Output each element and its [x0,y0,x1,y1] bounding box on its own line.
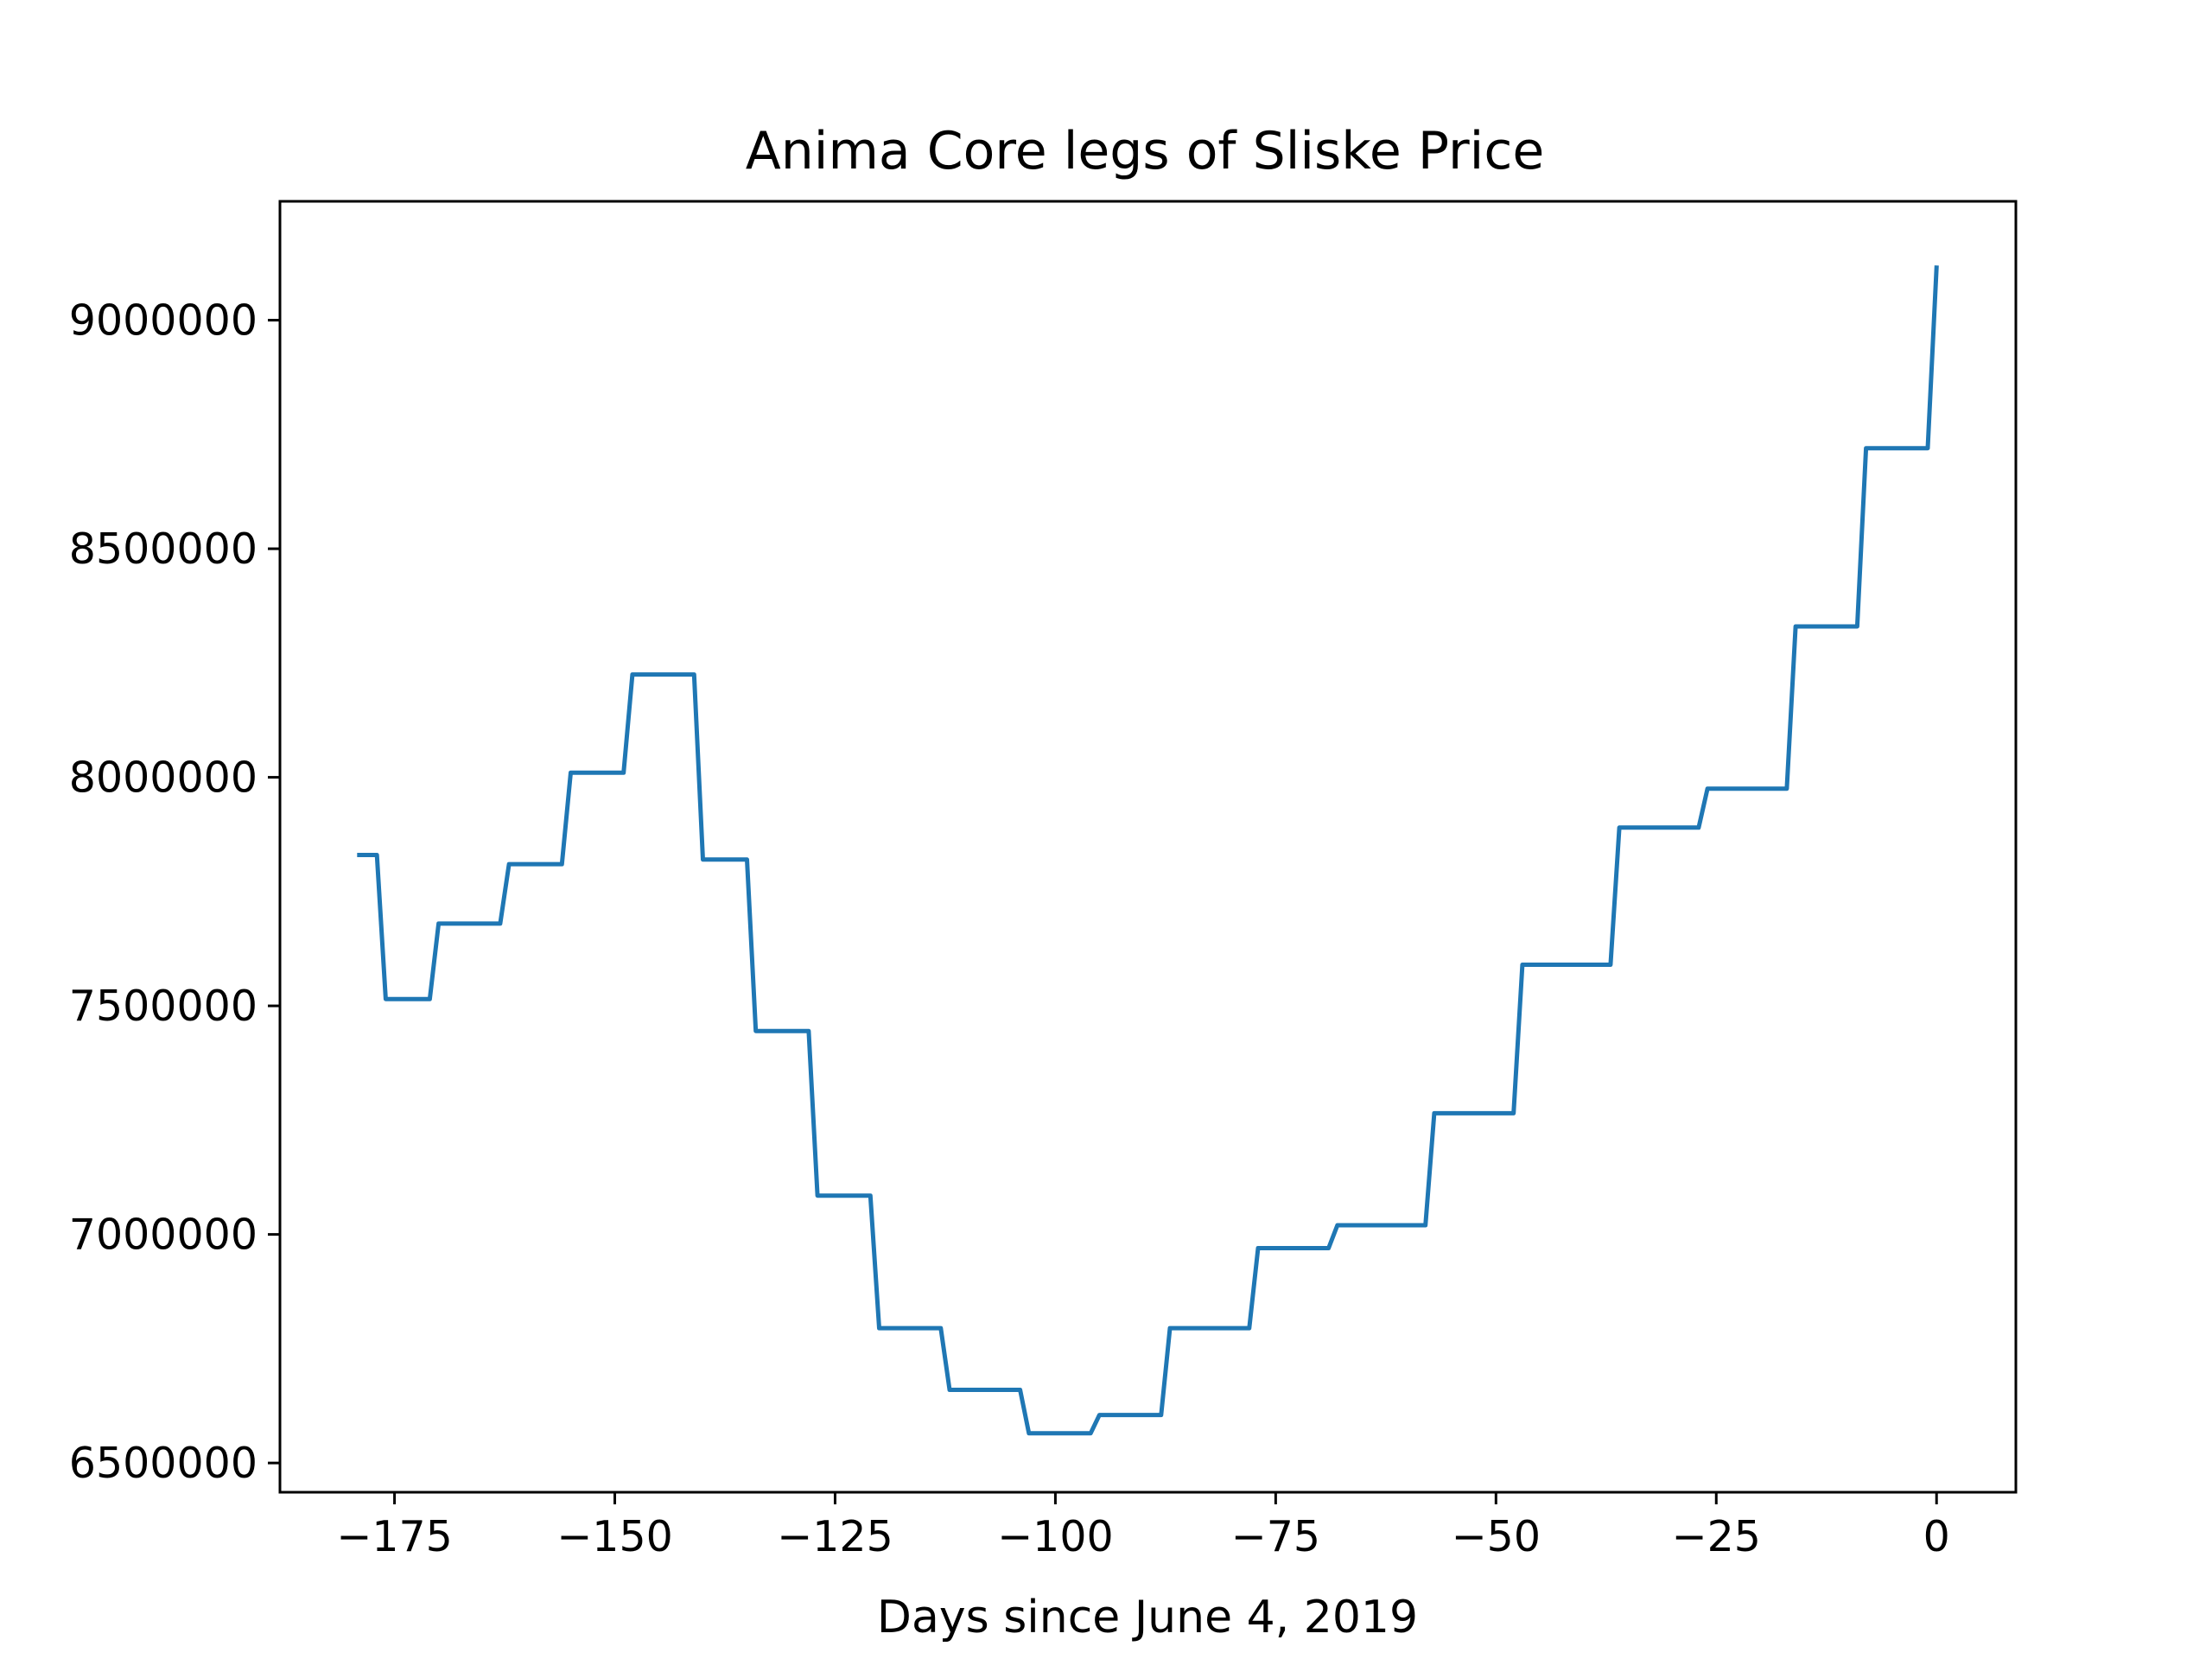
y-tick-label: 6500000 [69,1439,257,1488]
x-tick-label: −100 [997,1512,1114,1561]
x-axis: −175 −150 −125 −100 −75 −50 −25 0 [336,1492,1950,1561]
plot-area [278,200,2018,1494]
x-tick-label: −175 [336,1512,453,1561]
x-axis-label: Days since June 4, 2019 [877,1592,1418,1643]
series-layer [357,265,1939,1436]
y-tick-label: 8500000 [69,524,257,574]
x-tick-label: −125 [777,1512,893,1561]
x-tick-label: 0 [1923,1512,1950,1561]
y-tick-label: 9000000 [69,296,257,346]
y-tick-label: 8000000 [69,753,257,803]
x-tick-label: −50 [1452,1512,1541,1561]
x-tick-label: −150 [556,1512,673,1561]
y-tick-label: 7000000 [69,1211,257,1260]
series-line-0 [357,265,1939,1436]
y-tick-label: 7500000 [69,982,257,1031]
chart-title: Anima Core legs of Sliske Price [746,121,1545,181]
x-tick-label: −75 [1231,1512,1320,1561]
y-axis: 6500000 7000000 7500000 8000000 8500000 90000… [69,296,280,1488]
x-tick-label: −25 [1672,1512,1761,1561]
